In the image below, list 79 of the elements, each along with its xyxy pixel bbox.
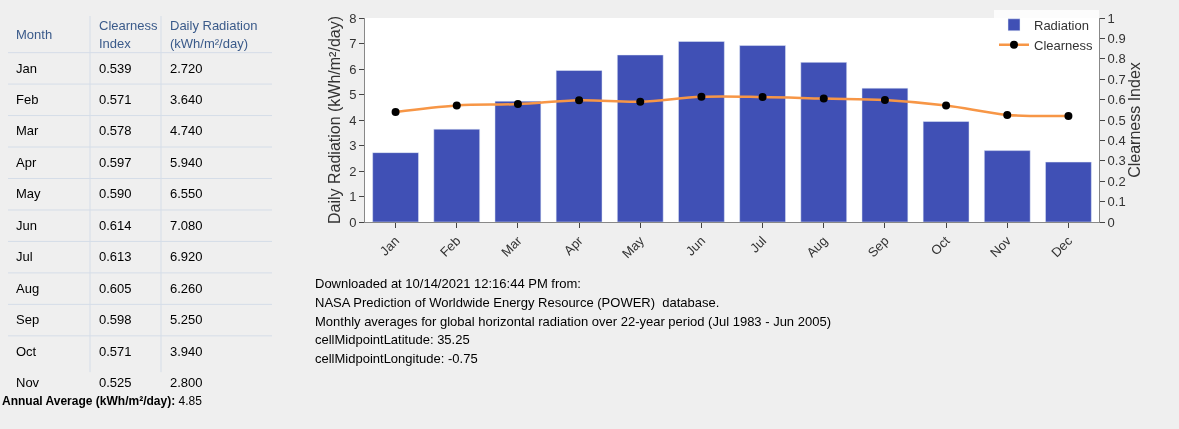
y-tick-label: 0 [349,214,357,230]
y2-tick-label: 0.9 [1107,30,1126,46]
category-label: Apr [16,155,37,170]
y2-tick-label: 0.1 [1107,194,1126,210]
x-tick-label: Jun [682,233,709,259]
y2-tick-label: 0.7 [1107,71,1126,87]
text: 0.571 [99,344,132,359]
x-tick-label: Mar [498,232,526,260]
y2-tick-label: 0.8 [1107,51,1126,67]
y-tick-label: 4 [349,112,357,128]
text: 0.525 [99,375,132,390]
text: 0.613 [99,249,132,264]
text: 0.605 [99,281,132,296]
text: 6.260 [170,281,203,296]
text: 2.720 [170,61,203,76]
category-label: Nov [16,375,40,390]
category-label: Feb [16,92,39,107]
legend-label: Clearness [1034,37,1094,53]
y2-axis-title: Clearness Index [1126,62,1144,178]
x-tick-label: Jan [376,233,403,259]
text: 0.590 [99,186,132,201]
y-tick-label: 3 [349,138,357,154]
x-tick-label: Feb [437,233,464,260]
y-tick-label: 5 [349,87,357,103]
category-label: Jan [16,61,37,76]
text: 0.597 [99,155,132,170]
x-tick-label: Dec [1048,232,1076,261]
y2-tick-label: 0.2 [1107,173,1126,189]
y-tick-label: 1 [349,189,357,205]
text: cellMidpointLongitude: -0.75 [315,351,478,366]
y2-tick-label: 0.4 [1107,132,1126,148]
text: Daily Radiation [170,18,258,33]
text: 3.640 [170,92,203,107]
text: 2.800 [170,375,203,390]
x-tick-label: May [618,232,648,262]
text: Downloaded at 10/14/2021 12:16:44 PM from: [315,276,581,291]
y-tick-label: 8 [349,10,357,26]
text: 3.940 [170,344,203,359]
text: 0.614 [99,218,132,233]
text: (kWh/m²/day) [170,36,248,51]
category-label: Jun [16,218,37,233]
y-tick-label: 7 [349,36,357,52]
category-label: Sep [16,312,40,327]
x-tick-label: Aug [803,233,831,261]
text: Index [99,36,132,51]
category-label: Aug [16,281,40,296]
x-tick-label: Apr [560,232,587,259]
text: cellMidpointLatitude: 35.25 [315,332,470,347]
text: Annual Average (kWh/m²/day): 4.85 [2,394,203,408]
text: 0.598 [99,312,132,327]
text: Monthly averages for global horizontal radiation over 22-year period (Jul 1983 - Jun 2005) [315,314,831,329]
category-label: Oct [16,344,37,359]
x-tick-label: Nov [987,232,1015,261]
text: 0.539 [99,61,132,76]
text: 0.571 [99,92,132,107]
legend-label: Radiation [1034,17,1089,33]
text: Month [16,27,53,42]
x-tick-label: Oct [927,232,954,259]
text: Clearness [99,18,159,33]
y2-tick-label: 0 [1107,214,1115,230]
y-tick-label: 2 [349,163,357,179]
text: 4.740 [170,123,203,138]
y2-tick-label: 1 [1107,10,1115,26]
y2-tick-label: 0.3 [1107,153,1126,169]
category-label: Mar [16,123,39,138]
y-tick-label: 6 [349,61,357,77]
text: NASA Prediction of Worldwide Energy Resource (POWER) database. [315,295,720,310]
text: 0.578 [99,123,132,138]
y-axis-title: Daily Radiation (kWh/m²/day) [326,15,344,225]
x-tick-label: Jul [746,233,770,256]
text: 6.920 [170,249,203,264]
text: 5.250 [170,312,203,327]
text: 6.550 [170,186,203,201]
y2-tick-label: 0.5 [1107,112,1126,128]
x-tick-label: Sep [864,233,892,261]
y2-tick-label: 0.6 [1107,92,1126,108]
text: 5.940 [170,155,203,170]
category-label: May [16,186,41,201]
text: 7.080 [170,218,203,233]
